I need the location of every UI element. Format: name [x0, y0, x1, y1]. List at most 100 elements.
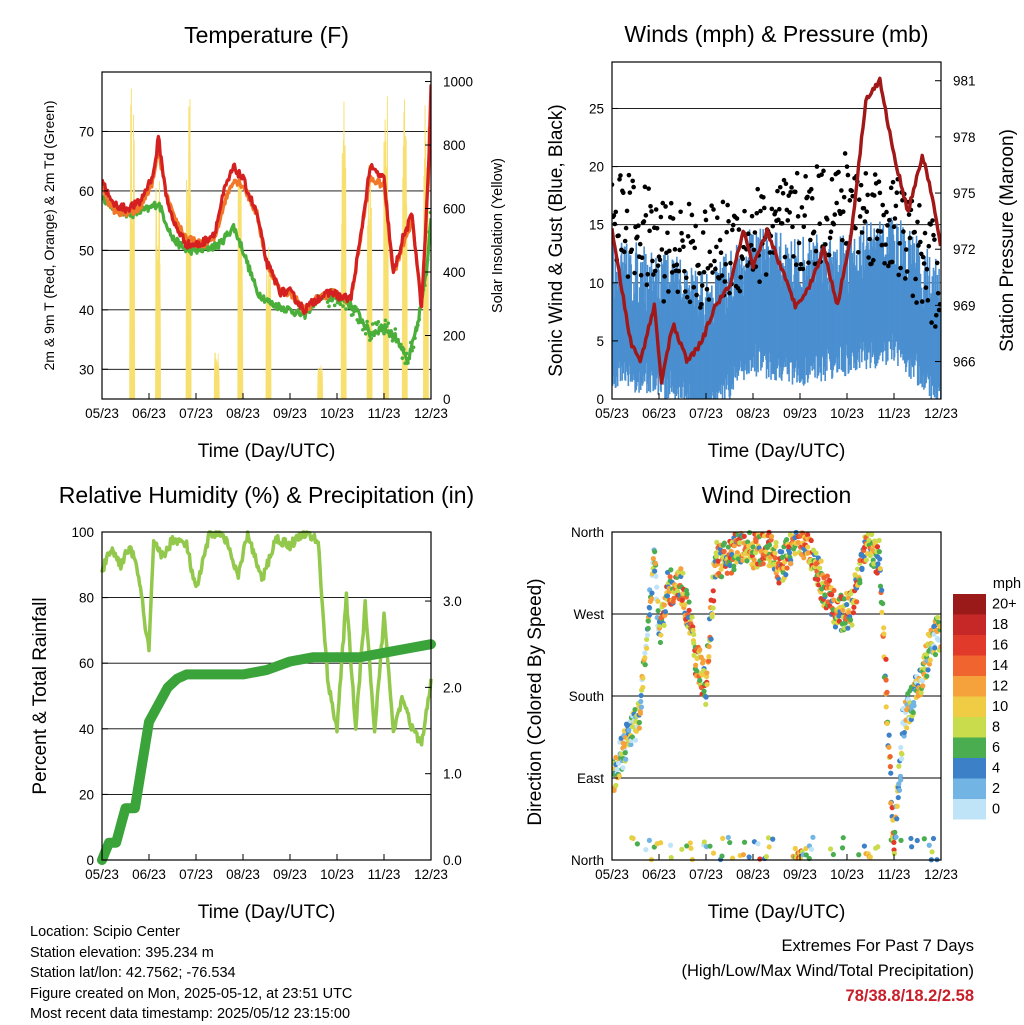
dewpoint-point [380, 324, 385, 329]
wind-gust-point [879, 242, 885, 248]
wind-direction-point [932, 645, 938, 651]
wind-direction-point [892, 829, 898, 835]
wind-gust-point [709, 203, 714, 209]
speed-legend: mph 20+ 18 16 14 12 10 8 6 4 2 0 [953, 576, 1021, 820]
dewpoint-point [338, 302, 343, 307]
dewpoint-point [341, 304, 345, 308]
wind-direction-point [658, 840, 664, 846]
wind-gust-point [761, 205, 767, 211]
dewpoint-point [355, 318, 360, 322]
wind-direction-point [857, 580, 863, 586]
legend-swatch [953, 614, 986, 635]
wind-direction-point [883, 677, 889, 683]
wind-direction-point [760, 561, 766, 567]
wind-gust-point [871, 257, 876, 263]
wind-direction-point [650, 556, 656, 562]
wind-direction-point [883, 704, 889, 710]
dewpoint-point [393, 327, 398, 331]
wind-gust-point [616, 233, 621, 238]
wind-gust-point [625, 274, 631, 279]
wind-direction-point [908, 835, 914, 842]
y-tick-label: North [571, 853, 604, 868]
wind-direction-point [832, 624, 839, 630]
x-tick-label: 06/23 [132, 867, 166, 882]
wind-gust-point [655, 263, 661, 268]
wind-gust-point [787, 210, 792, 215]
wind-direction-point [881, 631, 887, 637]
wind-gust-point [814, 164, 820, 169]
wind-gust-point [681, 244, 686, 250]
wind-direction-point [877, 583, 884, 589]
wind-gust-point [696, 262, 701, 268]
wind-gust-point [670, 216, 676, 221]
x-tick-label: 10/23 [320, 406, 354, 421]
wind-gust-point [805, 194, 810, 200]
wind-gust-point [933, 324, 938, 329]
wind-direction-point [684, 591, 690, 597]
y2-tick-label: 981 [953, 74, 976, 89]
wind-gust-point [706, 297, 712, 302]
wind-direction-point [769, 533, 775, 540]
solar-insolation-line [401, 99, 408, 399]
wind-gust-point [645, 271, 651, 277]
wind-gust-point [864, 209, 870, 215]
wind-direction-point [706, 643, 712, 650]
wind-gust-point [840, 237, 845, 243]
wind-gust-point [631, 184, 636, 190]
wind-direction-point [836, 613, 842, 619]
panel-0: Temperature (F) Time (Day/UTC) 2m & 9m T (… [41, 22, 506, 462]
wind-gust-point [917, 203, 922, 208]
wind-direction-point [644, 632, 651, 638]
wind-direction-point [699, 660, 706, 666]
wind-gust-point [808, 186, 814, 192]
wind-direction-point [924, 673, 930, 679]
wind-direction-point [888, 770, 894, 776]
wind-direction-point [826, 577, 833, 584]
x-tick-label: 12/23 [414, 867, 448, 882]
x-tick-label: 08/23 [226, 406, 260, 421]
wind-direction-point [688, 845, 694, 851]
wind-direction-point [842, 620, 848, 626]
wind-direction-point [721, 548, 727, 554]
wind-direction-point [776, 580, 782, 586]
x-tick-label: 07/23 [179, 867, 213, 882]
wind-gust-point [683, 289, 688, 294]
dewpoint-point [401, 347, 406, 352]
x-tick-label: 05/23 [85, 406, 119, 421]
wind-gust-point [795, 214, 801, 219]
panel-title: Relative Humidity (%) & Precipitation (i… [59, 482, 474, 508]
wind-direction-point [930, 835, 937, 842]
x-tick-label: 09/23 [273, 867, 307, 882]
wind-direction-point [697, 677, 703, 683]
wind-gust-point [684, 294, 690, 300]
x-tick-label: 08/23 [736, 867, 770, 882]
wind-direction-point [803, 852, 809, 858]
wind-direction-point [896, 787, 903, 793]
solar-insolation-line [213, 352, 220, 399]
wind-direction-point [709, 614, 715, 620]
dewpoint-point [408, 340, 413, 345]
wind-gust-point [769, 206, 775, 212]
wind-direction-point [679, 846, 685, 852]
wind-direction-point [817, 565, 823, 571]
solar-insolation-line [317, 365, 324, 399]
wind-direction-point [654, 584, 660, 590]
wind-gust-point [893, 203, 899, 209]
wind-direction-point [921, 836, 927, 842]
wind-direction-point [622, 750, 628, 756]
legend-swatch [953, 696, 986, 717]
wind-direction-point [628, 741, 634, 748]
wind-direction-point [784, 565, 790, 571]
wind-direction-point [731, 543, 737, 549]
wind-gust-point [676, 268, 682, 274]
wind-gust-point [786, 193, 792, 198]
x-tick-label: 06/23 [642, 406, 676, 421]
wind-gust-point [736, 227, 742, 232]
dewpoint-point [328, 298, 333, 302]
wind-direction-point [704, 681, 710, 688]
wind-gust-point [902, 276, 908, 281]
wind-gust-point [651, 272, 656, 277]
wind-gust-point [757, 279, 762, 285]
wind-gust-point [748, 242, 754, 248]
dewpoint-point [352, 308, 357, 313]
